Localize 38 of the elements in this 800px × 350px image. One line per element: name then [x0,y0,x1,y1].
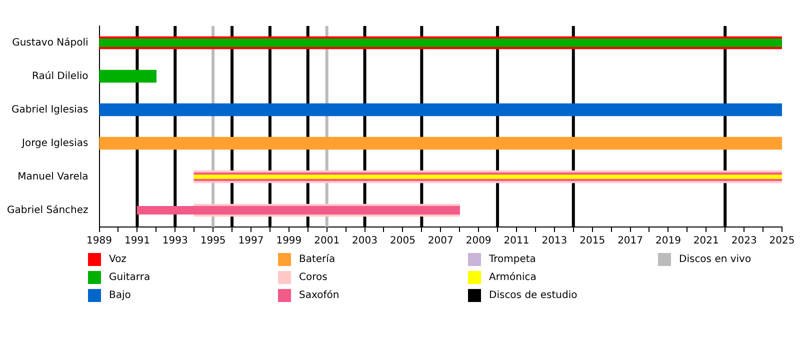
legend-label: Voz [109,254,126,264]
y-tick-label: Gabriel Iglesias [11,104,88,116]
y-tick-label: Manuel Varela [18,171,88,182]
x-tick-label: 2015 [580,236,606,247]
x-tick-label: 2025 [769,236,795,247]
x-tick-label: 2005 [390,236,416,247]
x-tick-label: 1993 [162,236,188,247]
bar [99,103,782,116]
x-tick-label: 2019 [655,236,681,247]
x-tick-label: 2007 [428,236,454,247]
x-tick-label: 2009 [466,236,492,247]
legend-label: Trompeta [489,254,536,264]
x-tick-label: 1997 [238,236,264,247]
legend-label: Discos en vivo [679,254,752,264]
x-tick-label: 2021 [693,236,719,247]
bar [136,206,460,214]
legend-label: Saxofón [299,290,340,300]
bar [99,136,782,150]
x-tick-label: 2011 [504,236,530,247]
x-tick-label: 2013 [542,236,568,247]
legend-label: Bajo [109,290,131,300]
x-tick-label: 2003 [352,236,378,247]
y-tick-label: Jorge Iglesias [21,138,88,149]
y-tick-label: Raúl Dilelio [32,70,88,82]
x-tick-label: 2017 [618,236,644,247]
y-tick-label: Gabriel Sánchez [6,204,88,216]
legend-label: Guitarra [109,272,150,282]
x-tick-label: 1991 [124,236,150,247]
legend-label: Batería [299,254,336,264]
x-tick-label: 1989 [86,236,112,247]
x-tick-label: 2023 [731,236,757,247]
x-tick-label: 1999 [276,236,302,247]
legend-label: Coros [299,272,328,282]
y-tick-label: Gustavo Nápoli [12,37,88,48]
x-tick-label: 1995 [200,236,226,247]
x-tick-label: 2001 [314,236,340,247]
legend-label: Discos de estudio [489,290,578,300]
legend-label: Armónica [489,272,536,282]
